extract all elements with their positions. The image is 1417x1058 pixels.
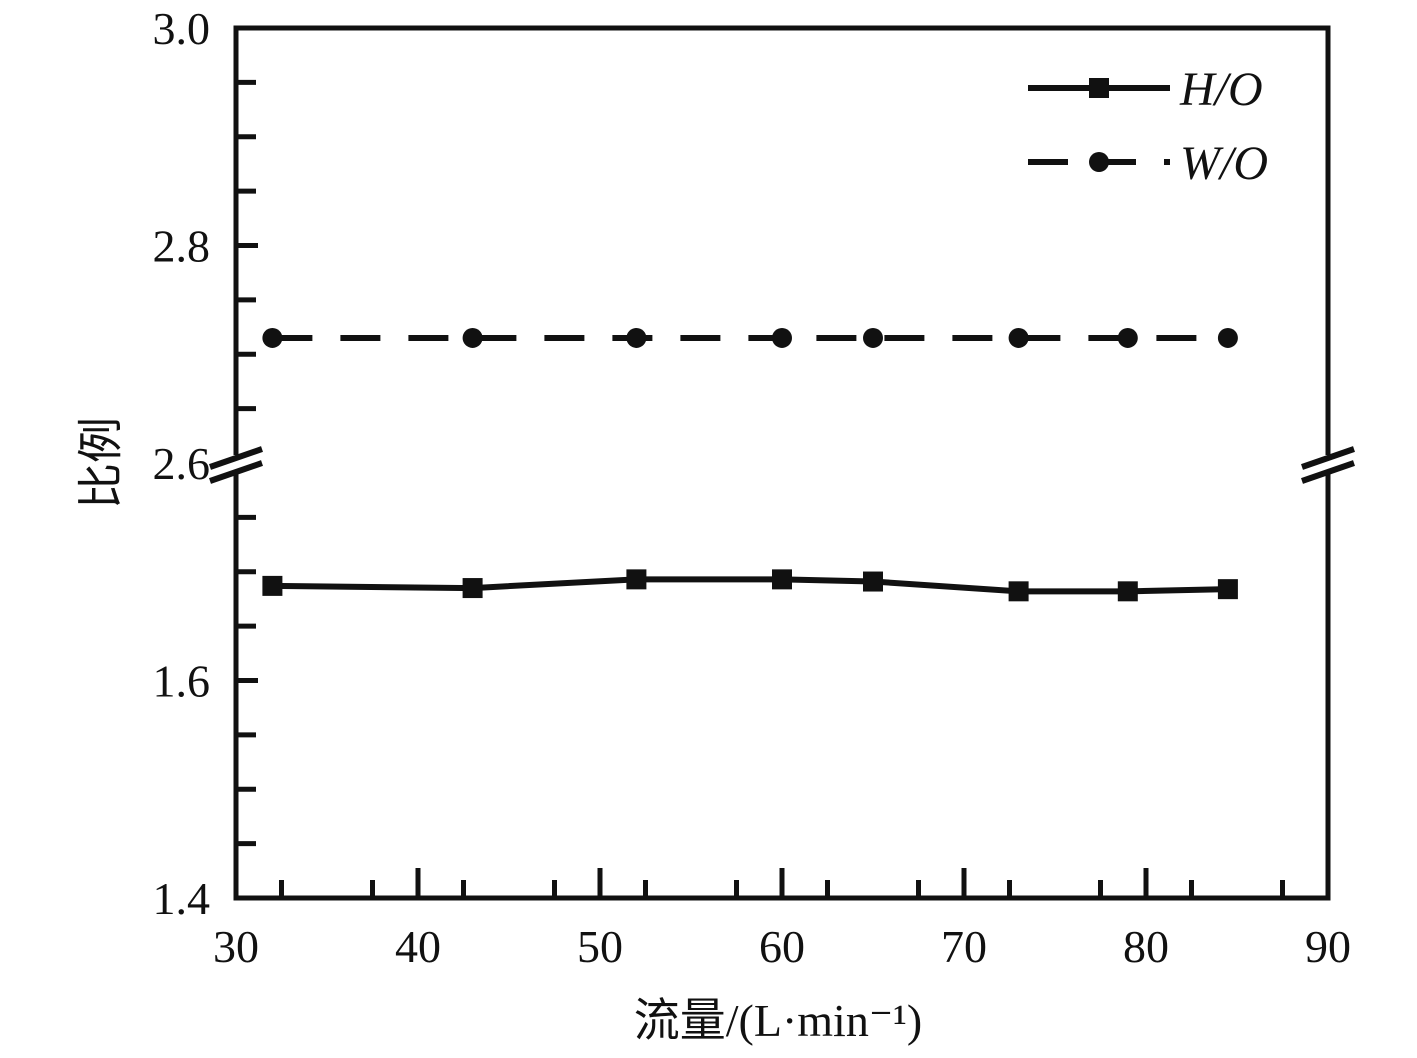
axis-break-stroke: [209, 446, 263, 470]
y-tick-label: 2.6: [153, 438, 211, 489]
data-point-circle: [1117, 327, 1138, 348]
axis-ticks: [236, 79, 1285, 898]
x-axis-label: 流量/(L·min⁻¹): [634, 995, 922, 1046]
legend-marker-square: [1089, 78, 1109, 98]
data-point-square: [462, 578, 483, 599]
x-tick-label: 40: [395, 921, 441, 972]
legend: H/O W/O: [1028, 63, 1268, 190]
y-tick-label: 2.8: [153, 221, 211, 272]
y-tick-label: 1.4: [153, 873, 211, 924]
data-point-square: [262, 575, 283, 596]
data-point-circle: [1008, 327, 1029, 348]
data-point-circle: [863, 327, 883, 348]
data-point-square: [1217, 579, 1238, 600]
axis-break-stroke: [209, 460, 263, 484]
x-tick-label: 50: [577, 921, 623, 972]
x-tick-label: 80: [1123, 921, 1169, 972]
series-line-0: [272, 576, 1228, 595]
legend-label-0: H/O: [1179, 63, 1263, 116]
axis-break-stroke: [1301, 446, 1355, 470]
data-point-circle: [772, 327, 792, 348]
data-point-square: [1008, 581, 1029, 602]
data-point-square: [772, 569, 792, 590]
plot-frame: [233, 25, 1331, 901]
data-point-circle: [262, 327, 283, 348]
axis-break-stroke: [1301, 460, 1355, 484]
y-tick-label: 3.0: [153, 3, 211, 54]
y-tick-label: 1.6: [153, 656, 211, 707]
data-point-square: [863, 571, 883, 592]
data-point-circle: [626, 327, 647, 348]
x-tick-label: 60: [759, 921, 805, 972]
data-point-circle: [462, 327, 483, 348]
series-layer: [262, 327, 1238, 602]
data-point-square: [626, 569, 647, 590]
y-axis-label: 比例: [76, 417, 127, 509]
x-tick-label: 90: [1305, 921, 1351, 972]
legend-marker-circle: [1089, 152, 1109, 172]
x-tick-label: 70: [941, 921, 987, 972]
tick-labels: 30 40 50 60 70 80 90 1.4 1.6 2.6 2.8 3.0: [153, 3, 1352, 972]
data-point-circle: [1217, 327, 1238, 348]
legend-label-1: W/O: [1180, 137, 1268, 190]
data-point-square: [1117, 581, 1138, 602]
x-tick-label: 30: [213, 921, 259, 972]
axis-break-marks: [209, 446, 1355, 484]
